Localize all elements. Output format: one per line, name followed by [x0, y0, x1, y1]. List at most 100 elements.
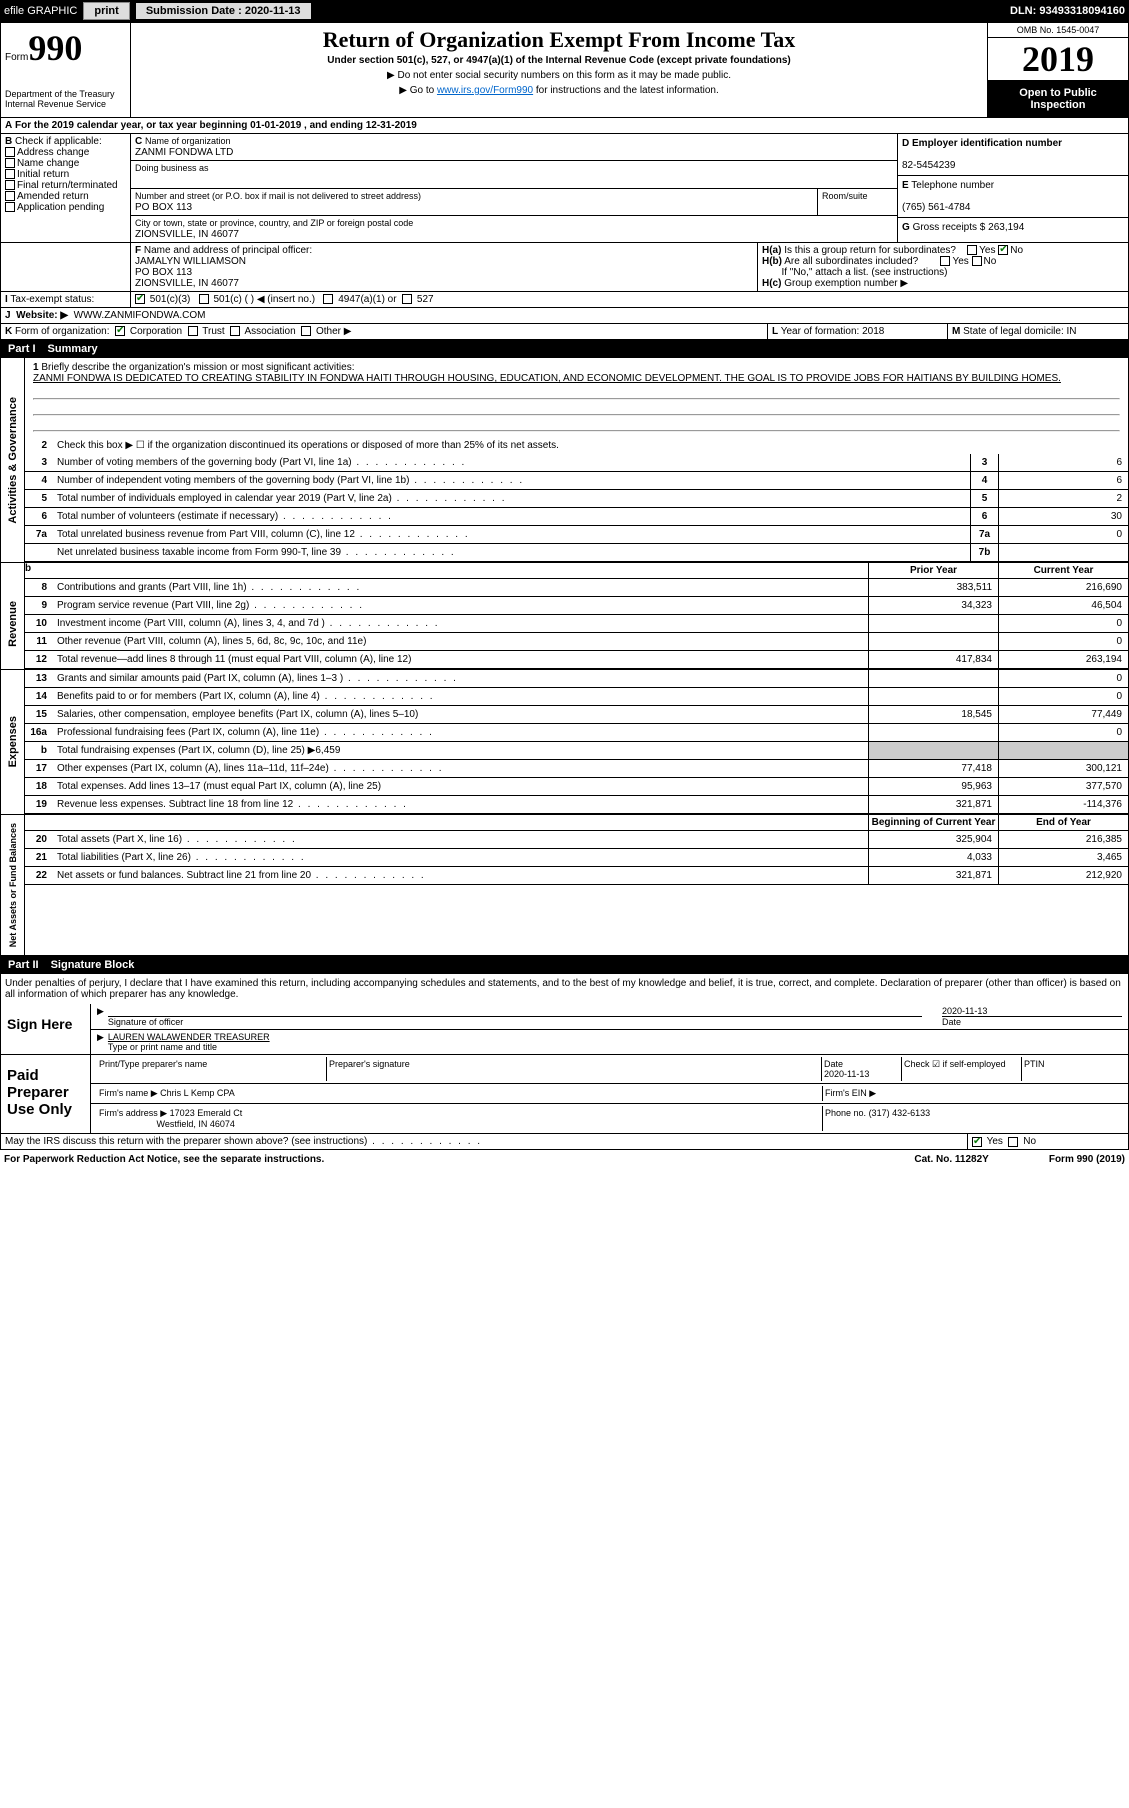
- l6-desc: Total number of volunteers (estimate if …: [57, 511, 278, 522]
- ptin-hdr: PTIN: [1022, 1057, 1122, 1081]
- phone-lbl: Phone no.: [825, 1108, 866, 1118]
- corp-check[interactable]: [115, 326, 125, 336]
- form-header: Form990 Department of the Treasury Inter…: [0, 22, 1129, 118]
- te-lbl: Tax-exempt status:: [10, 294, 94, 305]
- l3-desc: Number of voting members of the governin…: [57, 457, 352, 468]
- goto-note: ▶ Go to www.irs.gov/Form990 for instruct…: [137, 85, 981, 96]
- open-line1: Open to Public: [992, 87, 1124, 99]
- paid-prep-lbl: Paid Preparer Use Only: [1, 1055, 91, 1133]
- l12-curr: 263,194: [998, 651, 1128, 668]
- l18-curr: 377,570: [998, 778, 1128, 795]
- l7a-desc: Total unrelated business revenue from Pa…: [57, 529, 355, 540]
- hb-no[interactable]: [972, 256, 982, 266]
- l11-curr: 0: [998, 633, 1128, 650]
- tel-lbl: Telephone number: [911, 180, 994, 191]
- irs-link[interactable]: www.irs.gov/Form990: [437, 85, 533, 96]
- l14-prior: [868, 688, 998, 705]
- 501c-lbl: 501(c) ( ) ◀ (insert no.): [213, 294, 315, 305]
- l21-desc: Total liabilities (Part X, line 26): [57, 852, 191, 863]
- l9-desc: Program service revenue (Part VIII, line…: [57, 600, 249, 611]
- bcdefg-row: B Check if applicable: Address change Na…: [0, 134, 1129, 243]
- org-addr: PO BOX 113: [135, 202, 192, 213]
- other-check[interactable]: [301, 326, 311, 336]
- 4947-lbl: 4947(a)(1) or: [338, 294, 396, 305]
- addr-change-check[interactable]: [5, 147, 15, 157]
- c-name-lbl: Name of organization: [145, 136, 231, 146]
- phone-val: (317) 432-6133: [869, 1108, 931, 1118]
- tax-year-line: For the 2019 calendar year, or tax year …: [15, 120, 417, 131]
- 527-check[interactable]: [402, 294, 412, 304]
- final-check[interactable]: [5, 180, 15, 190]
- l11-desc: Other revenue (Part VIII, column (A), li…: [57, 636, 366, 647]
- initial-check[interactable]: [5, 169, 15, 179]
- discuss-no[interactable]: [1008, 1137, 1018, 1147]
- l15-curr: 77,449: [998, 706, 1128, 723]
- part1-header: Part I Summary: [0, 340, 1129, 358]
- sig-name: LAUREN WALAWENDER TREASURER: [108, 1032, 270, 1042]
- l14-desc: Benefits paid to or for members (Part IX…: [57, 691, 320, 702]
- l13-prior: [868, 670, 998, 687]
- prep-date-hdr: Date: [824, 1059, 843, 1069]
- l22-prior: 321,871: [868, 867, 998, 884]
- 501c-check[interactable]: [199, 294, 209, 304]
- trust-check[interactable]: [188, 326, 198, 336]
- website-val: WWW.ZANMIFONDWA.COM: [74, 310, 206, 321]
- submission-date: Submission Date : 2020-11-13: [136, 3, 311, 19]
- l18-prior: 95,963: [868, 778, 998, 795]
- discuss-yes[interactable]: [972, 1137, 982, 1147]
- dln-label: DLN: 93493318094160: [1010, 5, 1125, 17]
- part2-num: Part II: [8, 959, 39, 971]
- print-button[interactable]: print: [83, 2, 129, 20]
- mission-block: 1 Briefly describe the organization's mi…: [25, 358, 1128, 436]
- ssn-note: ▶ Do not enter social security numbers o…: [137, 70, 981, 81]
- ha-yes[interactable]: [967, 245, 977, 255]
- l16b-prior-gray: [868, 742, 998, 759]
- l14-curr: 0: [998, 688, 1128, 705]
- l15-prior: 18,545: [868, 706, 998, 723]
- form-title: Return of Organization Exempt From Incom…: [137, 27, 981, 53]
- tel-val: (765) 561-4784: [902, 202, 970, 213]
- top-bar: efile GRAPHIC print Submission Date : 20…: [0, 0, 1129, 22]
- l17-desc: Other expenses (Part IX, column (A), lin…: [57, 763, 329, 774]
- expenses-section: Expenses 13Grants and similar amounts pa…: [0, 670, 1129, 815]
- amended-check[interactable]: [5, 191, 15, 201]
- sig-officer-lbl: Signature of officer: [108, 1016, 922, 1027]
- l21-prior: 4,033: [868, 849, 998, 866]
- l7a-val: 0: [998, 526, 1128, 543]
- ha-no[interactable]: [998, 245, 1008, 255]
- officer-addr1: PO BOX 113: [135, 267, 192, 278]
- l16b-curr-gray: [998, 742, 1128, 759]
- name-change-check[interactable]: [5, 158, 15, 168]
- initial-lbl: Initial return: [17, 169, 69, 180]
- trust-lbl: Trust: [202, 326, 224, 337]
- 4947-check[interactable]: [323, 294, 333, 304]
- l12-prior: 417,834: [868, 651, 998, 668]
- gov-vert-label: Activities & Governance: [5, 389, 21, 532]
- firm-addr-lbl: Firm's address ▶: [99, 1108, 167, 1118]
- l8-desc: Contributions and grants (Part VIII, lin…: [57, 582, 247, 593]
- l19-prior: 321,871: [868, 796, 998, 813]
- revenue-section: Revenue 8Contributions and grants (Part …: [0, 579, 1129, 670]
- l2-desc: Check this box ▶ ☐ if the organization d…: [53, 439, 1128, 452]
- l7b-desc: Net unrelated business taxable income fr…: [57, 547, 341, 558]
- hb-yes[interactable]: [940, 256, 950, 266]
- pending-check[interactable]: [5, 202, 15, 212]
- hb-lbl: Are all subordinates included?: [784, 256, 918, 267]
- l16a-desc: Professional fundraising fees (Part IX, …: [57, 727, 319, 738]
- firm-addr1: 17023 Emerald Ct: [170, 1108, 243, 1118]
- klm-row: K Form of organization: Corporation Trus…: [0, 324, 1129, 340]
- 501c3-check[interactable]: [135, 294, 145, 304]
- l4-val: 6: [998, 472, 1128, 489]
- tax-year: 2019: [988, 38, 1128, 81]
- l11-prior: [868, 633, 998, 650]
- l21-curr: 3,465: [998, 849, 1128, 866]
- ein-val: 82-5454239: [902, 160, 955, 171]
- part1-title: Summary: [48, 343, 98, 355]
- l22-curr: 212,920: [998, 867, 1128, 884]
- firm-name-lbl: Firm's name ▶: [99, 1088, 158, 1098]
- l5-desc: Total number of individuals employed in …: [57, 493, 392, 504]
- officer-name: JAMALYN WILLIAMSON: [135, 256, 246, 267]
- footer-left: For Paperwork Reduction Act Notice, see …: [4, 1154, 324, 1165]
- l16b-desc: Total fundraising expenses (Part IX, col…: [57, 745, 340, 756]
- assoc-check[interactable]: [230, 326, 240, 336]
